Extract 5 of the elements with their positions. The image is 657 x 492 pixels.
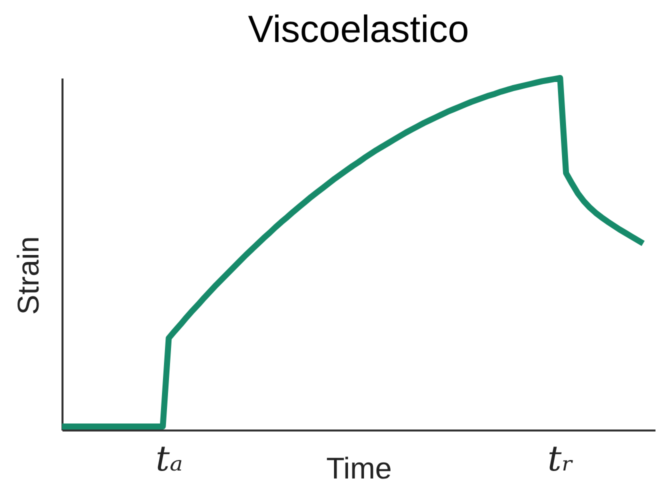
y-axis-title: Strain <box>12 236 46 315</box>
x-tick-label: tᵣ <box>548 440 574 480</box>
x-tick-label: tₐ <box>156 440 183 480</box>
x-axis-title: Time <box>326 452 392 486</box>
chart-title: Viscoelastico <box>248 9 470 51</box>
